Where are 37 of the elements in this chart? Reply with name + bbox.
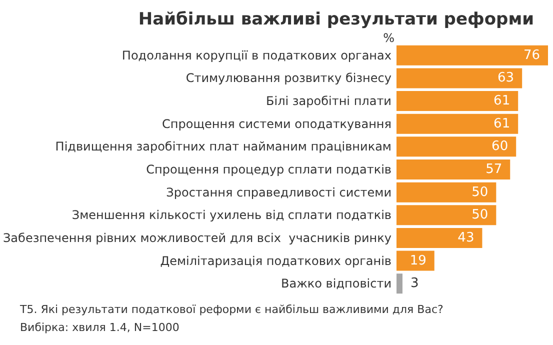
- bar: [396, 114, 518, 134]
- chart-title: Найбільш важливі результати реформи: [138, 10, 534, 30]
- bar: [396, 205, 496, 226]
- bar: [396, 228, 482, 248]
- x-axis-title: %: [383, 31, 394, 45]
- bar: [396, 250, 434, 271]
- y-tick-label: Подолання корупції в податкових органах: [122, 48, 392, 62]
- bar: [396, 45, 548, 66]
- data-label: 43: [458, 230, 474, 246]
- y-tick-label: Важко відповісти: [281, 276, 392, 291]
- y-tick-label: Підвищення заробітних плат найманим працівникам: [55, 140, 392, 154]
- y-tick-label: Демілітаризація податкових органів: [160, 254, 392, 268]
- data-label: 50: [472, 184, 488, 200]
- data-label: 60: [492, 139, 508, 154]
- y-tick-label: Спрощення процедур сплати податків: [146, 162, 392, 176]
- data-label: 63: [498, 70, 514, 86]
- data-label: 61: [494, 94, 510, 109]
- text: T5. Які результати податкової реформи є найбільш важливими для Вас?: [19, 303, 444, 316]
- y-tick-label: Зростання справедливості системи: [166, 185, 392, 200]
- bar: [396, 274, 402, 294]
- data-label: 76: [523, 48, 540, 63]
- text: Вибірка: хвиля 1.4, N=1000: [20, 321, 180, 334]
- bar: [396, 136, 516, 157]
- y-tick-label: Стимулювання розвитку бізнесу: [186, 71, 392, 86]
- bar: [396, 160, 510, 180]
- bar: [396, 182, 496, 202]
- bar: [396, 91, 518, 112]
- bar: [396, 68, 522, 88]
- data-label: 50: [472, 208, 488, 223]
- y-tick-label: Зменшення кількості ухилень від сплати податків: [72, 208, 392, 222]
- y-tick-label: Білі заробітні плати: [266, 94, 392, 108]
- data-label: 57: [486, 162, 502, 177]
- y-tick-label: Забезпечення рівних можливостей для всіх учасників ринку: [2, 230, 392, 245]
- data-label: 19: [410, 253, 426, 268]
- data-label: 61: [494, 116, 510, 132]
- y-tick-label: Спрощення системи оподаткування: [162, 116, 392, 131]
- data-label: 3: [410, 276, 419, 292]
